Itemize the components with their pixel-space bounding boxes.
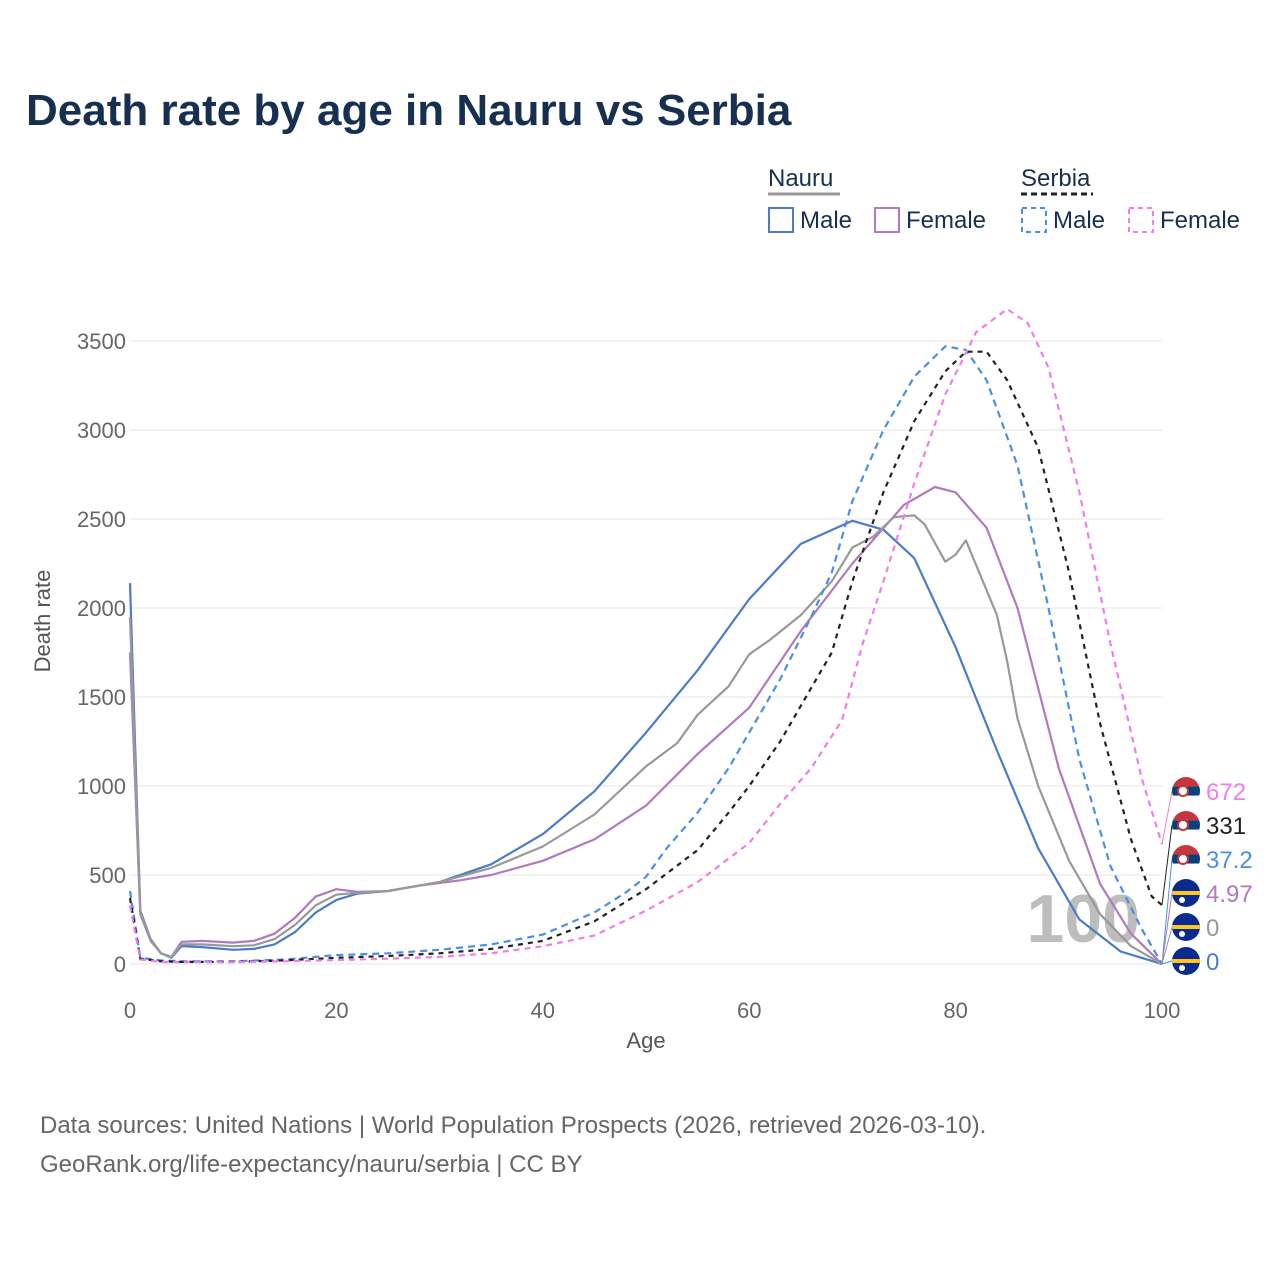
legend-group-serbia: Serbia (1021, 165, 1091, 192)
end-label-connector (1161, 960, 1173, 965)
x-tick-label: 20 (324, 998, 348, 1023)
legend[interactable]: Nauru Serbia Male Female Male Female (768, 165, 1240, 234)
nauru-flag-icon (1172, 879, 1200, 907)
end-value-label: 331 (1206, 813, 1246, 840)
y-tick-label: 3000 (77, 418, 126, 443)
series-group (128, 307, 1164, 966)
y-tick-label: 3500 (77, 329, 126, 354)
end-value-label: 0 (1206, 949, 1219, 976)
series-line-serbia-total[interactable] (128, 350, 1163, 963)
y-axis-label: Death rate (30, 570, 55, 673)
end-label-connector (1161, 858, 1173, 965)
legend-nauru-male-label[interactable]: Male (800, 207, 852, 234)
y-tick-label: 500 (89, 863, 126, 888)
y-tick-label: 0 (114, 952, 126, 977)
y-tick-label: 1000 (77, 774, 126, 799)
series-line-serbia-male[interactable] (128, 345, 1163, 965)
series-line-nauru-total[interactable] (128, 514, 1163, 965)
x-tick-label: 100 (1144, 998, 1181, 1023)
x-axis-label: Age (626, 1028, 665, 1053)
end-label-connector (1161, 892, 1173, 965)
series-line-serbia-female[interactable] (128, 307, 1164, 964)
serbia-flag-icon (1172, 811, 1200, 839)
legend-serbia-female-label[interactable]: Female (1160, 207, 1240, 234)
y-tick-label: 2500 (77, 507, 126, 532)
end-label-connector (1161, 824, 1173, 906)
end-value-label: 37.2 (1206, 847, 1253, 874)
end-label-connector (1161, 790, 1173, 845)
x-tick-label: 60 (737, 998, 761, 1023)
legend-group-nauru: Nauru (768, 165, 833, 192)
source-line: Data sources: United Nations | World Pop… (40, 1112, 987, 1139)
x-axis: 0 20 40 60 80 100 (124, 998, 1180, 1023)
x-tick-label: 40 (531, 998, 555, 1023)
x-tick-label: 80 (943, 998, 967, 1023)
serbia-flag-icon (1172, 845, 1200, 873)
end-value-label: 4.97 (1206, 881, 1253, 908)
source-link[interactable]: GeoRank.org/life-expectancy/nauru/serbia… (40, 1151, 583, 1178)
legend-serbia-male-label[interactable]: Male (1053, 207, 1105, 234)
end-label-connector (1161, 926, 1173, 965)
chart-title: Death rate by age in Nauru vs Serbia (26, 86, 792, 135)
legend-serbia-male-swatch[interactable] (1021, 207, 1047, 233)
legend-nauru-male-swatch[interactable] (768, 207, 794, 233)
legend-serbia-female-swatch[interactable] (1128, 207, 1154, 233)
series-line-nauru-male[interactable] (128, 519, 1163, 966)
series-line-nauru-female[interactable] (128, 485, 1163, 965)
legend-nauru-female-label[interactable]: Female (906, 207, 986, 234)
end-value-label: 0 (1206, 915, 1219, 942)
y-axis: 0 500 1000 1500 2000 2500 3000 3500 (77, 329, 126, 977)
source-note: Data sources: United Nations | World Pop… (40, 1106, 986, 1184)
nauru-flag-icon (1172, 947, 1200, 975)
serbia-flag-icon (1172, 777, 1200, 805)
x-tick-label: 0 (124, 998, 136, 1023)
nauru-flag-icon (1172, 913, 1200, 941)
y-tick-label: 1500 (77, 685, 126, 710)
end-labels: 672 331 37.2 4.97 0 0 (1161, 777, 1253, 976)
legend-nauru-female-swatch[interactable] (874, 207, 900, 233)
end-value-label: 672 (1206, 779, 1246, 806)
y-tick-label: 2000 (77, 596, 126, 621)
